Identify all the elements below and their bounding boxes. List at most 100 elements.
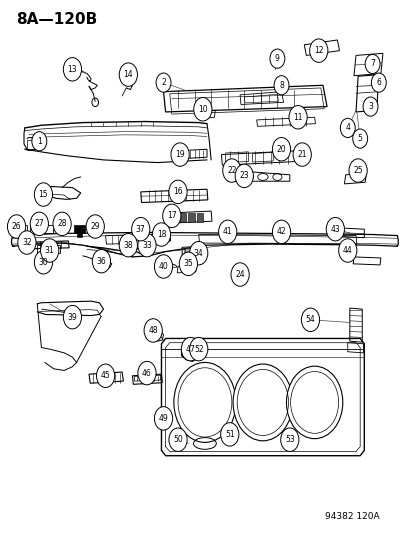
- Circle shape: [154, 255, 172, 278]
- Text: 2: 2: [161, 78, 166, 87]
- Text: 10: 10: [197, 105, 207, 114]
- Text: 41: 41: [222, 228, 232, 236]
- Text: 24: 24: [235, 270, 244, 279]
- Circle shape: [339, 118, 354, 138]
- Polygon shape: [188, 213, 194, 222]
- Text: 31: 31: [45, 246, 55, 255]
- Polygon shape: [193, 248, 199, 254]
- Circle shape: [338, 239, 356, 262]
- Circle shape: [235, 164, 253, 188]
- Circle shape: [169, 428, 187, 451]
- Circle shape: [364, 54, 379, 74]
- Text: 50: 50: [173, 435, 183, 444]
- Text: 19: 19: [175, 150, 185, 159]
- Text: 18: 18: [157, 230, 166, 239]
- Text: 3: 3: [367, 102, 372, 111]
- Text: 51: 51: [224, 430, 234, 439]
- Text: 23: 23: [239, 172, 249, 180]
- Circle shape: [156, 73, 171, 92]
- Text: 94382 120A: 94382 120A: [324, 512, 379, 521]
- Text: 39: 39: [67, 313, 77, 321]
- Circle shape: [193, 98, 211, 121]
- Circle shape: [119, 233, 137, 257]
- Circle shape: [18, 231, 36, 254]
- Text: 35: 35: [183, 260, 193, 268]
- Polygon shape: [171, 213, 178, 222]
- Circle shape: [40, 239, 59, 262]
- Circle shape: [272, 220, 290, 244]
- Circle shape: [34, 251, 52, 274]
- Text: 38: 38: [123, 241, 133, 249]
- Circle shape: [288, 106, 306, 129]
- Text: 30: 30: [38, 258, 48, 266]
- Text: 46: 46: [142, 369, 152, 377]
- Circle shape: [138, 361, 156, 385]
- Circle shape: [189, 241, 207, 265]
- Circle shape: [179, 252, 197, 276]
- Circle shape: [309, 39, 327, 62]
- Circle shape: [181, 337, 199, 361]
- Text: 27: 27: [34, 220, 44, 228]
- Text: 12: 12: [313, 46, 323, 55]
- Text: 13: 13: [67, 65, 77, 74]
- Circle shape: [352, 129, 367, 148]
- Circle shape: [273, 76, 288, 95]
- Circle shape: [189, 337, 207, 361]
- Polygon shape: [76, 233, 82, 237]
- Circle shape: [86, 215, 104, 238]
- Text: 45: 45: [100, 372, 110, 380]
- Circle shape: [269, 49, 284, 68]
- Text: 33: 33: [142, 241, 152, 249]
- Circle shape: [96, 364, 114, 387]
- Circle shape: [348, 159, 366, 182]
- Circle shape: [230, 263, 249, 286]
- Text: 20: 20: [276, 145, 286, 154]
- Circle shape: [154, 407, 172, 430]
- Polygon shape: [187, 351, 192, 358]
- Text: 52: 52: [193, 345, 203, 353]
- Text: 49: 49: [158, 414, 168, 423]
- Circle shape: [30, 212, 48, 236]
- Text: 26: 26: [12, 222, 21, 231]
- Circle shape: [7, 215, 26, 238]
- Circle shape: [53, 212, 71, 236]
- Circle shape: [144, 319, 162, 342]
- Text: 1: 1: [37, 137, 42, 146]
- Text: 47: 47: [185, 345, 195, 353]
- Circle shape: [218, 220, 236, 244]
- Circle shape: [173, 362, 235, 442]
- Text: 6: 6: [375, 78, 380, 87]
- Circle shape: [152, 223, 170, 246]
- Text: 11: 11: [293, 113, 302, 122]
- Circle shape: [131, 217, 150, 241]
- Circle shape: [34, 183, 52, 206]
- Text: 54: 54: [305, 316, 315, 324]
- Circle shape: [63, 58, 81, 81]
- Circle shape: [63, 305, 81, 329]
- Circle shape: [280, 428, 298, 451]
- Text: 32: 32: [22, 238, 32, 247]
- Circle shape: [220, 423, 238, 446]
- Text: 25: 25: [352, 166, 362, 175]
- Text: 15: 15: [38, 190, 48, 199]
- Circle shape: [301, 308, 319, 332]
- Text: 16: 16: [173, 188, 183, 196]
- Text: 8A—120B: 8A—120B: [17, 12, 97, 27]
- Text: 40: 40: [158, 262, 168, 271]
- Text: 4: 4: [344, 124, 349, 132]
- Circle shape: [325, 217, 344, 241]
- Circle shape: [362, 97, 377, 116]
- Polygon shape: [180, 213, 186, 222]
- Text: 21: 21: [297, 150, 306, 159]
- Circle shape: [286, 366, 342, 439]
- Text: 29: 29: [90, 222, 100, 231]
- Text: 34: 34: [193, 249, 203, 257]
- Polygon shape: [74, 225, 85, 233]
- Circle shape: [292, 143, 311, 166]
- Text: 9: 9: [274, 54, 279, 63]
- Text: 8: 8: [278, 81, 283, 90]
- Text: 28: 28: [57, 220, 66, 228]
- Circle shape: [222, 159, 240, 182]
- Circle shape: [233, 364, 292, 441]
- Text: 22: 22: [227, 166, 236, 175]
